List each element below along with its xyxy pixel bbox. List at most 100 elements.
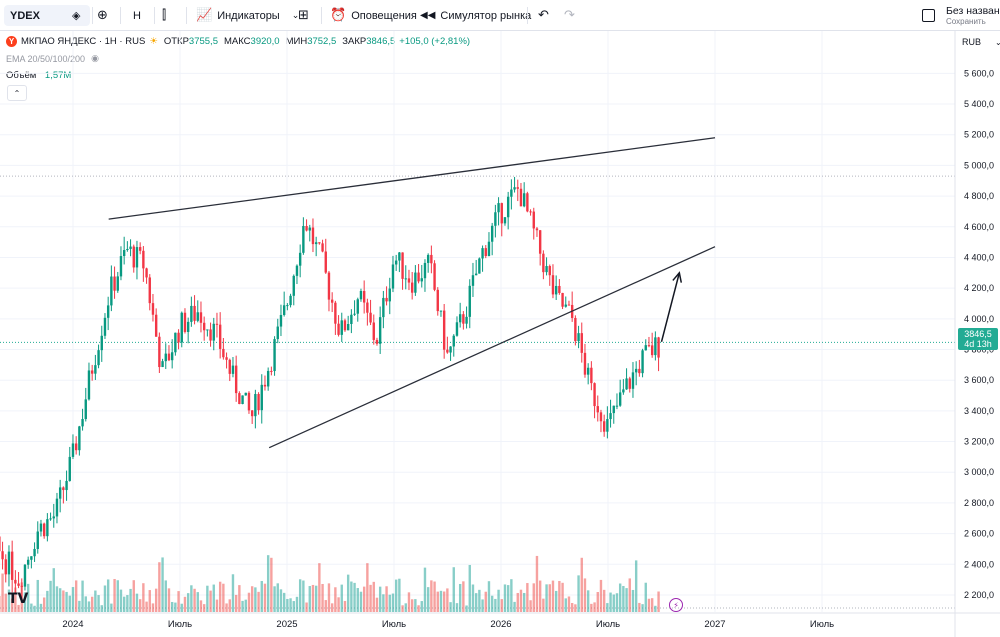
candle-body bbox=[474, 273, 478, 276]
volume-bar bbox=[561, 582, 564, 612]
volume-bar bbox=[170, 601, 174, 612]
high-value: 3920,0 bbox=[250, 36, 280, 47]
layout-name[interactable]: Без названи Сохранить bbox=[946, 0, 1000, 31]
candle-body bbox=[346, 324, 350, 331]
volume-bar bbox=[330, 603, 334, 612]
candle-body bbox=[218, 324, 222, 349]
layout-grid-icon[interactable]: ⊞ bbox=[298, 8, 309, 23]
undo-icon[interactable]: ↶ bbox=[538, 8, 549, 23]
volume-bar bbox=[468, 564, 471, 612]
time-axis[interactable]: 2024 Июль 2025 Июль 2026 Июль 2027 Июль bbox=[0, 612, 1000, 630]
volume-bar bbox=[532, 583, 535, 612]
volume-bar bbox=[334, 587, 337, 612]
replay-button[interactable]: ◀◀ Симулятор рынка bbox=[420, 0, 531, 31]
candle-body bbox=[641, 350, 644, 374]
redo-icon[interactable]: ↷ bbox=[564, 8, 575, 23]
lightning-icon[interactable]: ⚡ bbox=[669, 598, 683, 612]
volume-bar bbox=[154, 588, 158, 612]
time-tick-label: 2024 bbox=[62, 619, 83, 630]
candle-body bbox=[631, 372, 635, 389]
volume-bar bbox=[606, 603, 609, 612]
volume-bar bbox=[487, 581, 491, 612]
volume-bar bbox=[238, 585, 241, 612]
volume-bar bbox=[225, 603, 228, 612]
volume-bar bbox=[519, 589, 523, 612]
compare-icon[interactable]: ◈ bbox=[72, 9, 81, 22]
currency-selector[interactable]: RUB ⌄ bbox=[962, 37, 1000, 47]
price-tick-label: 3 000,0 bbox=[964, 467, 994, 477]
candle-body bbox=[503, 217, 507, 224]
candles-icon[interactable]: ⫿ bbox=[162, 8, 167, 23]
volume-bar bbox=[442, 591, 446, 612]
volume-bars bbox=[0, 555, 660, 612]
candle-body bbox=[650, 345, 654, 356]
candle-body bbox=[202, 322, 206, 331]
candle-body bbox=[167, 353, 171, 361]
interval-button[interactable]: H bbox=[133, 0, 141, 31]
volume-bar bbox=[74, 580, 78, 612]
candle-body bbox=[426, 254, 430, 263]
volume-bar bbox=[318, 563, 321, 612]
price-tick-label: 3 600,0 bbox=[964, 375, 994, 385]
price-tick-label: 3 400,0 bbox=[964, 406, 994, 416]
volume-bar bbox=[583, 578, 587, 612]
volume-bar bbox=[420, 601, 423, 612]
volume-bar bbox=[372, 581, 375, 612]
volume-bar bbox=[174, 602, 177, 612]
close-value: 3846,5 bbox=[366, 36, 396, 47]
volume-bar bbox=[222, 583, 225, 612]
volume-bar bbox=[106, 579, 110, 612]
symbol-search[interactable]: YDEX bbox=[4, 5, 90, 26]
volume-bar bbox=[366, 563, 369, 612]
volume-bar bbox=[308, 586, 311, 612]
candle-body bbox=[654, 337, 657, 356]
volume-bar bbox=[119, 589, 123, 612]
indicators-button[interactable]: 📈 Индикаторы ⌄ bbox=[196, 0, 304, 31]
ema-legend[interactable]: EMA 20/50/100/200 ◉ bbox=[6, 54, 99, 64]
volume-bar bbox=[474, 593, 478, 612]
candle-body bbox=[122, 250, 126, 257]
candle-body bbox=[36, 531, 39, 549]
candle-body bbox=[401, 252, 404, 279]
candle-body bbox=[510, 189, 513, 197]
volume-bar bbox=[526, 583, 529, 612]
volume-bar bbox=[430, 580, 433, 612]
candle-body bbox=[103, 317, 107, 336]
candle-body bbox=[449, 346, 452, 353]
time-tick-label: Июль bbox=[382, 619, 406, 630]
volume-bar bbox=[385, 586, 388, 612]
volume-bar bbox=[414, 599, 417, 612]
collapse-legend-button[interactable]: ⌃ bbox=[7, 85, 27, 101]
candle-body bbox=[657, 337, 660, 358]
alerts-button[interactable]: ⏰ Оповещения bbox=[330, 0, 417, 31]
candle-body bbox=[356, 299, 359, 314]
volume-bar bbox=[148, 590, 151, 612]
eye-hidden-icon[interactable]: ◉ bbox=[91, 54, 99, 64]
candle-body bbox=[487, 241, 491, 257]
volume-bar bbox=[586, 590, 590, 612]
candle-body bbox=[334, 302, 337, 324]
price-tick-label: 5 600,0 bbox=[964, 68, 994, 78]
candle-body bbox=[362, 290, 366, 303]
candle-body bbox=[612, 405, 615, 414]
volume-bar bbox=[260, 580, 263, 612]
candle-body bbox=[458, 314, 462, 323]
price-tick-label: 4 400,0 bbox=[964, 252, 994, 262]
volume-bar bbox=[471, 584, 475, 612]
volume-bar bbox=[71, 587, 75, 612]
candle-body bbox=[81, 419, 84, 427]
candle-body bbox=[446, 349, 449, 353]
candle-body bbox=[228, 359, 231, 374]
volume-bar bbox=[490, 595, 494, 612]
volume-bar bbox=[593, 602, 596, 612]
price-axis[interactable]: 2 200,0 2 400,0 2 600,0 2 800,0 3 000,0 3 200… bbox=[954, 31, 994, 637]
layout-checkbox[interactable] bbox=[922, 0, 935, 31]
price-tick-label: 3 200,0 bbox=[964, 437, 994, 447]
candle-body bbox=[414, 272, 417, 293]
add-symbol-button[interactable]: ⊕ bbox=[97, 8, 108, 23]
volume-bar bbox=[276, 583, 279, 612]
volume-bar bbox=[49, 580, 52, 612]
yandex-logo-icon: Y bbox=[6, 36, 17, 47]
volume-bar bbox=[7, 589, 11, 612]
